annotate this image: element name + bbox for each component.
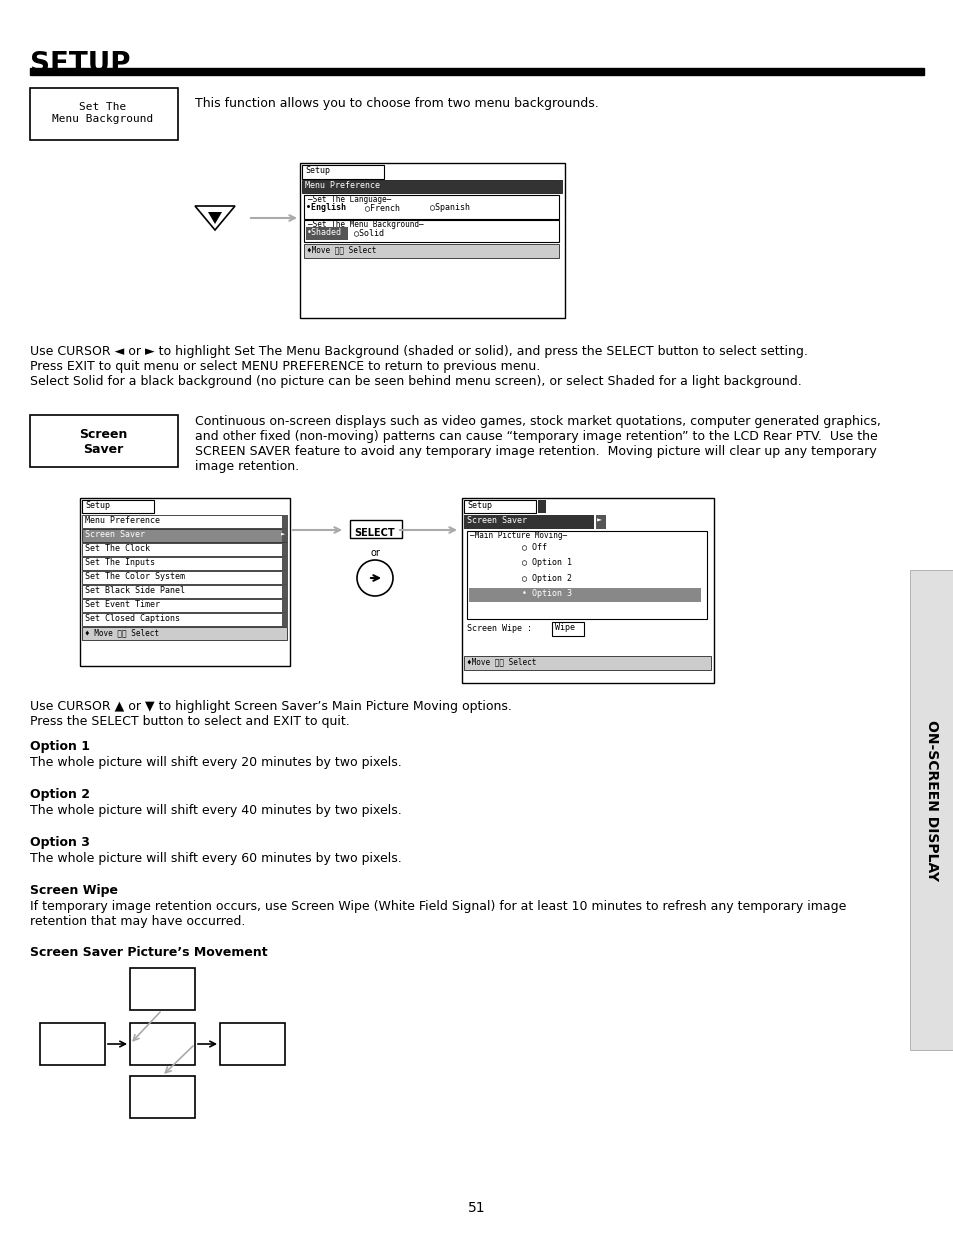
Text: Set Black Side Panel: Set Black Side Panel: [85, 585, 185, 595]
Text: Use CURSOR ▲ or ▼ to highlight Screen Saver’s Main Picture Moving options.
Press: Use CURSOR ▲ or ▼ to highlight Screen Sa…: [30, 700, 512, 727]
Bar: [130, 1023, 194, 1065]
Bar: [350, 520, 401, 538]
Bar: [30, 88, 178, 140]
Bar: [304, 245, 558, 258]
Bar: [30, 68, 923, 75]
Text: •Shaded: •Shaded: [307, 228, 341, 237]
Text: or: or: [370, 548, 379, 558]
Text: 51: 51: [468, 1200, 485, 1215]
Bar: [304, 195, 558, 219]
Bar: [463, 515, 594, 529]
Text: ○Solid: ○Solid: [354, 228, 384, 237]
Bar: [282, 613, 288, 626]
Text: ♦ Move ⓂⓂ Select: ♦ Move ⓂⓂ Select: [85, 629, 159, 637]
Text: Set The Color System: Set The Color System: [85, 572, 185, 580]
Text: Set Closed Captions: Set Closed Captions: [85, 614, 180, 622]
Text: Menu Preference: Menu Preference: [305, 182, 379, 190]
Bar: [537, 500, 545, 513]
Text: ►: ►: [281, 530, 285, 536]
Bar: [82, 515, 287, 529]
Bar: [304, 220, 558, 242]
Text: Option 1: Option 1: [30, 740, 90, 753]
Bar: [82, 557, 287, 571]
Text: Set The
Menu Background: Set The Menu Background: [52, 103, 153, 124]
Bar: [282, 571, 288, 584]
Bar: [306, 227, 348, 240]
Bar: [82, 529, 287, 542]
Text: —Main Picture Moving—: —Main Picture Moving—: [470, 531, 566, 540]
Bar: [302, 165, 384, 179]
Text: ○ Option 2: ○ Option 2: [521, 574, 572, 583]
Text: ○ Off: ○ Off: [521, 542, 546, 551]
Polygon shape: [208, 212, 222, 224]
Text: The whole picture will shift every 60 minutes by two pixels.: The whole picture will shift every 60 mi…: [30, 852, 401, 864]
Bar: [30, 415, 178, 467]
Text: Screen
Saver: Screen Saver: [79, 429, 127, 456]
Text: Setup: Setup: [305, 165, 330, 175]
Bar: [282, 599, 288, 613]
Text: SETUP: SETUP: [30, 49, 131, 78]
Text: SELECT: SELECT: [355, 529, 395, 538]
Bar: [130, 1076, 194, 1118]
Text: ○French: ○French: [365, 203, 399, 212]
Bar: [282, 543, 288, 556]
Text: Option 2: Option 2: [30, 788, 90, 802]
Bar: [282, 529, 288, 542]
Bar: [463, 656, 710, 671]
Text: Wipe: Wipe: [555, 622, 575, 632]
Text: —Set The Menu Background—: —Set The Menu Background—: [308, 220, 423, 228]
Text: Option 3: Option 3: [30, 836, 90, 848]
Bar: [40, 1023, 105, 1065]
Bar: [130, 968, 194, 1010]
Bar: [282, 515, 288, 529]
Bar: [82, 627, 287, 640]
Text: Set The Inputs: Set The Inputs: [85, 558, 154, 567]
Text: ♦Move ⓂⓂ Select: ♦Move ⓂⓂ Select: [307, 245, 376, 254]
Bar: [596, 515, 605, 529]
Text: Use CURSOR ◄ or ► to highlight Set The Menu Background (shaded or solid), and pr: Use CURSOR ◄ or ► to highlight Set The M…: [30, 345, 807, 388]
Bar: [467, 531, 706, 619]
Text: Screen Saver Picture’s Movement: Screen Saver Picture’s Movement: [30, 946, 268, 960]
Bar: [282, 557, 288, 571]
Bar: [909, 571, 953, 1050]
Text: Setup: Setup: [85, 501, 110, 510]
Bar: [463, 500, 536, 513]
Text: This function allows you to choose from two menu backgrounds.: This function allows you to choose from …: [194, 98, 598, 110]
Text: Screen Saver: Screen Saver: [85, 530, 145, 538]
Text: Menu Preference: Menu Preference: [85, 516, 160, 525]
Text: ►: ►: [597, 516, 601, 525]
Text: The whole picture will shift every 20 minutes by two pixels.: The whole picture will shift every 20 mi…: [30, 756, 401, 769]
Bar: [282, 585, 288, 598]
Bar: [82, 599, 287, 613]
Bar: [461, 498, 713, 683]
Text: If temporary image retention occurs, use Screen Wipe (White Field Signal) for at: If temporary image retention occurs, use…: [30, 900, 845, 927]
Bar: [82, 543, 287, 556]
Text: Continuous on-screen displays such as video games, stock market quotations, comp: Continuous on-screen displays such as vi…: [194, 415, 880, 473]
Text: Screen Wipe :: Screen Wipe :: [467, 624, 532, 634]
Bar: [82, 613, 287, 626]
Bar: [552, 622, 583, 636]
Text: ○ Option 1: ○ Option 1: [521, 558, 572, 567]
Text: ○Spanish: ○Spanish: [430, 203, 470, 212]
Text: The whole picture will shift every 40 minutes by two pixels.: The whole picture will shift every 40 mi…: [30, 804, 401, 818]
Text: Set Event Timer: Set Event Timer: [85, 600, 160, 609]
Text: Screen Wipe: Screen Wipe: [30, 884, 118, 897]
Text: •English: •English: [306, 203, 346, 212]
Text: —Set The Language—: —Set The Language—: [308, 195, 391, 204]
Bar: [555, 180, 562, 193]
Bar: [82, 500, 153, 513]
Bar: [220, 1023, 285, 1065]
Text: ON-SCREEN DISPLAY: ON-SCREEN DISPLAY: [924, 720, 938, 881]
Bar: [82, 585, 287, 598]
Bar: [299, 163, 564, 317]
Bar: [80, 498, 290, 666]
Text: • Option 3: • Option 3: [521, 589, 572, 598]
Text: ♦Move ⓂⓂ Select: ♦Move ⓂⓂ Select: [467, 657, 536, 666]
Text: Setup: Setup: [467, 501, 492, 510]
Bar: [302, 180, 561, 193]
Text: Set The Clock: Set The Clock: [85, 543, 150, 553]
Bar: [469, 588, 700, 601]
Bar: [82, 571, 287, 584]
Text: Screen Saver: Screen Saver: [467, 516, 526, 525]
